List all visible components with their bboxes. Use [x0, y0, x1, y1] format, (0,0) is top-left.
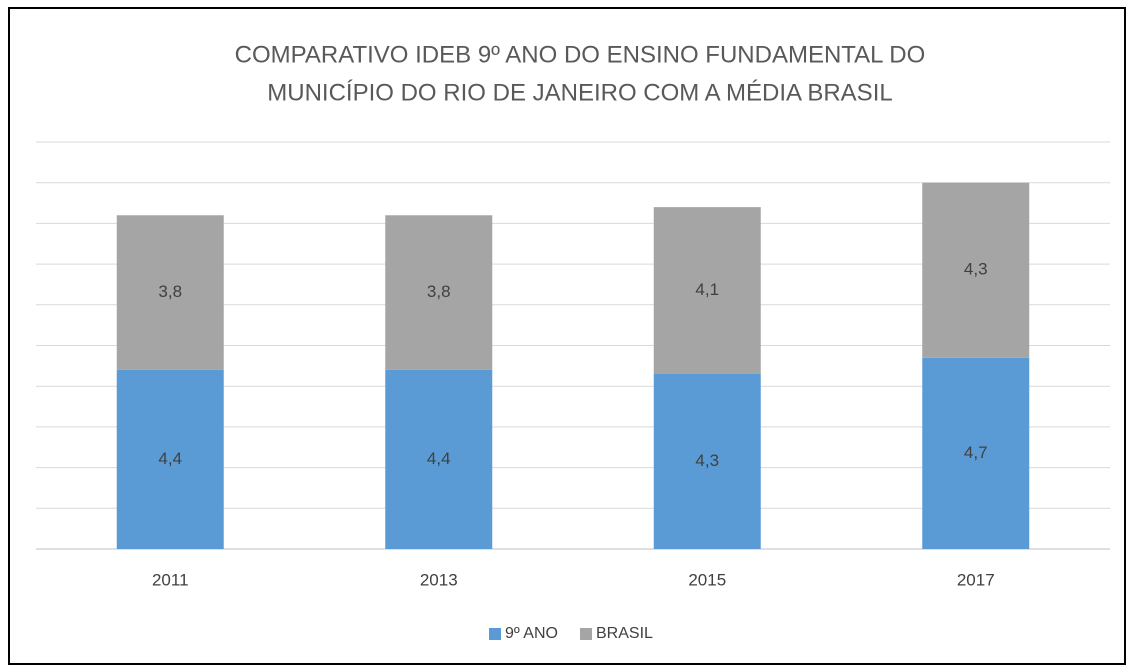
bar-segment: [922, 357, 1030, 549]
legend-label: BRASIL: [596, 625, 653, 642]
data-label: 4,1: [695, 280, 719, 299]
data-label: 3,8: [427, 282, 451, 301]
bar-segment: [385, 369, 493, 549]
data-label: 4,4: [158, 449, 182, 468]
bar-segment: [116, 215, 224, 370]
data-label: 3,8: [158, 282, 182, 301]
bar-segment: [922, 182, 1030, 358]
x-tick-label: 2011: [152, 570, 189, 589]
x-tick-label: 2017: [957, 570, 995, 589]
data-label: 4,7: [964, 443, 988, 462]
x-tick-label: 2015: [688, 570, 726, 589]
data-label: 4,4: [427, 449, 451, 468]
data-label: 4,3: [964, 260, 988, 279]
bar-segment: [116, 369, 224, 549]
bar-segment: [653, 207, 761, 374]
legend-swatch: [580, 628, 592, 640]
chart-title: COMPARATIVO IDEB 9º ANO DO ENSINO FUNDAM…: [235, 41, 926, 68]
x-tick-label: 2013: [420, 570, 458, 589]
bar-segment: [653, 373, 761, 549]
legend-swatch: [489, 628, 501, 640]
bar-segment: [385, 215, 493, 370]
legend-label: 9º ANO: [505, 625, 558, 642]
data-label: 4,3: [695, 451, 719, 470]
chart-title: MUNICÍPIO DO RIO DE JANEIRO COM A MÉDIA …: [267, 79, 892, 106]
